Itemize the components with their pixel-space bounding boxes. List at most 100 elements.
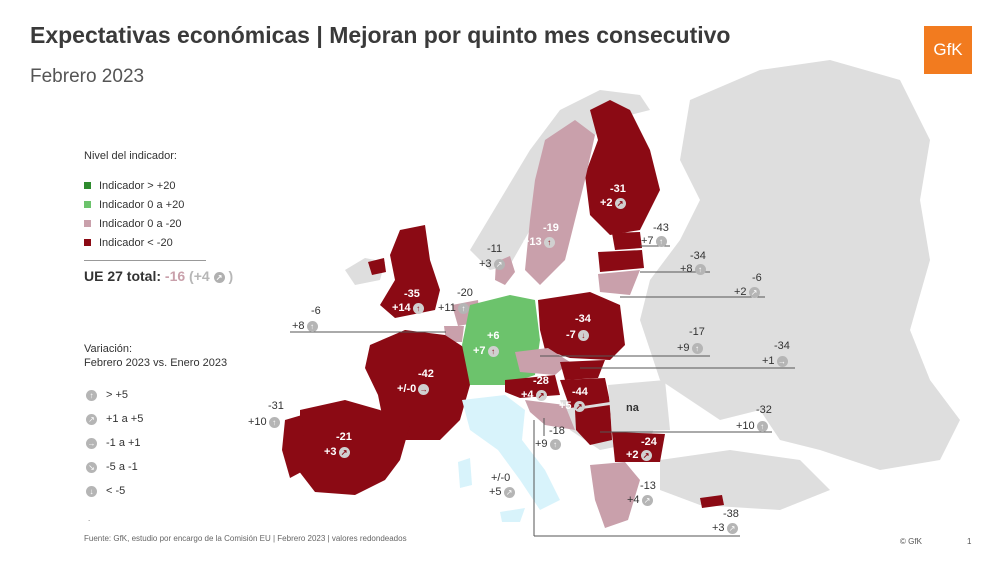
map-region-united-kingdom (380, 225, 440, 318)
label-uk-change: +14 ↑ (392, 302, 424, 314)
map-region-italy (462, 395, 560, 510)
label-netherlands-value: -20 (457, 287, 473, 299)
label-portugal-value: -31 (268, 400, 284, 412)
map-region-slovakia (560, 360, 605, 380)
label-greece-value: -13 (640, 480, 656, 492)
map-region-turkey (660, 450, 830, 510)
arrow-up-right-icon: ↗ (338, 446, 350, 458)
arrow-up-right-icon: ↗ (573, 400, 585, 412)
arrow-right-icon: → (418, 383, 430, 395)
label-czech-change: +9 ↑ (677, 342, 703, 354)
label-italy-change: +5 ↗ (489, 486, 515, 498)
eu-total-open: ( (189, 268, 194, 284)
page-title: Expectativas económicas | Mejoran por qu… (30, 22, 731, 48)
legend-swatch (84, 239, 91, 246)
footer-dot: . (88, 514, 91, 523)
legend-swatch (84, 220, 91, 227)
label-serbia-value: -32 (756, 404, 772, 416)
label-sweden-value: -19 (543, 222, 559, 234)
map-region-estonia (612, 232, 642, 250)
label-croatia-value: -18 (549, 425, 565, 437)
page-number: 1 (967, 537, 972, 546)
arrow-up-right-icon: ↗ (726, 522, 738, 534)
map-region-greece (590, 462, 640, 528)
variation-period: Febrero 2023 vs. Enero 2023 (84, 357, 228, 369)
label-croatia-change: +9 ↑ (535, 438, 561, 450)
label-bulgaria-change: +2 ↗ (626, 449, 652, 461)
legend-item: Indicador < -20 (84, 233, 206, 252)
label-denmark-value: -11 (487, 243, 503, 255)
variation-item: → -1 a +1 (86, 431, 143, 455)
map-region-cyprus (700, 495, 724, 508)
eu-total-value: -16 (164, 268, 186, 284)
label-italy-value: +/-0 (491, 472, 511, 484)
eu-total-label: UE 27 total: (84, 268, 162, 284)
label-france-change: +/-0 → (397, 383, 430, 395)
variation-title: Variación: (84, 343, 133, 355)
arrow-up-right-icon: ↗ (640, 449, 652, 461)
label-slovakia-change: +1 → (762, 355, 788, 367)
legend-swatch (84, 182, 91, 189)
map-region-hungary (560, 378, 610, 408)
variation-item: ↑ > +5 (86, 383, 143, 407)
arrow-up-right-icon: ↗ (614, 197, 626, 209)
arrow-down-right-icon: ↘ (86, 461, 97, 473)
legend-label: Indicador < -20 (99, 236, 173, 249)
label-cyprus-change: +3 ↗ (712, 522, 738, 534)
label-estonia-change: +7 ↑ (641, 235, 667, 247)
label-cyprus-value: -38 (723, 508, 739, 520)
arrow-right-icon: → (776, 355, 788, 367)
arrow-up-icon: ↑ (543, 236, 555, 248)
arrow-up-icon: ↑ (487, 345, 499, 357)
map-region-poland (538, 292, 625, 360)
eu-total: UE 27 total: -16 (+4 ↗ ) (84, 268, 233, 284)
source-note: Fuente: GfK, estudio por encargo de la C… (84, 534, 407, 543)
label-belgium-value: -6 (311, 305, 321, 317)
map-region-sicily (500, 508, 525, 522)
label-netherlands-change: +11 ↑ (438, 302, 469, 314)
page-subtitle: Febrero 2023 (30, 66, 145, 87)
variation-label: -1 a +1 (106, 437, 141, 449)
label-austria-value: -28 (533, 375, 549, 387)
eu-total-change: +4 (193, 268, 210, 284)
variation-item: ↗ +1 a +5 (86, 407, 143, 431)
variation-label: < -5 (106, 485, 126, 497)
label-serbia-change: +10 ↑ (736, 420, 768, 432)
map-region-croatia (525, 400, 575, 430)
eu-total-close: ) (228, 268, 234, 284)
map-region-lithuania (598, 270, 640, 295)
label-germany-value: +6 (487, 330, 500, 342)
variation-label: > +5 (106, 389, 129, 401)
label-lithuania-change: +2 ↗ (734, 286, 760, 298)
indicator-legend: Nivel del indicador: Indicador > +20 Ind… (84, 150, 206, 261)
label-sweden-change: +13 ↑ (523, 236, 555, 248)
arrow-up-right-icon: ↗ (641, 494, 653, 506)
map-region-france (365, 330, 470, 440)
arrow-up-right-icon: ↗ (493, 258, 505, 270)
label-poland-value: -34 (575, 313, 591, 325)
legend-swatch (84, 201, 91, 208)
label-denmark-change: +3 ↗ (479, 258, 505, 270)
arrow-up-icon: ↑ (412, 302, 424, 314)
variation-item: ↓ < -5 (86, 479, 143, 503)
arrow-up-icon: ↑ (306, 320, 318, 332)
legend-label: Indicador > +20 (99, 179, 176, 192)
arrow-up-right-icon: ↗ (748, 286, 760, 298)
arrow-up-right-icon: ↗ (86, 413, 97, 425)
legend-label: Indicador 0 a -20 (99, 217, 182, 230)
label-germany-change: +7 ↑ (473, 345, 499, 357)
arrow-up-icon: ↑ (694, 263, 706, 275)
label-spain-change: +3 ↗ (324, 446, 350, 458)
arrow-up-right-icon: ↗ (503, 486, 515, 498)
map-region-latvia (598, 250, 644, 272)
arrow-up-icon: ↑ (655, 235, 667, 247)
map-region-serbia (575, 405, 612, 445)
label-czech-value: -17 (689, 326, 705, 338)
legend-item: Indicador 0 a -20 (84, 214, 206, 233)
legend-divider (84, 260, 206, 261)
map-region-ireland (368, 258, 386, 275)
arrow-up-icon: ↑ (691, 342, 703, 354)
label-france-value: -42 (418, 368, 434, 380)
arrow-up-icon: ↑ (549, 438, 561, 450)
